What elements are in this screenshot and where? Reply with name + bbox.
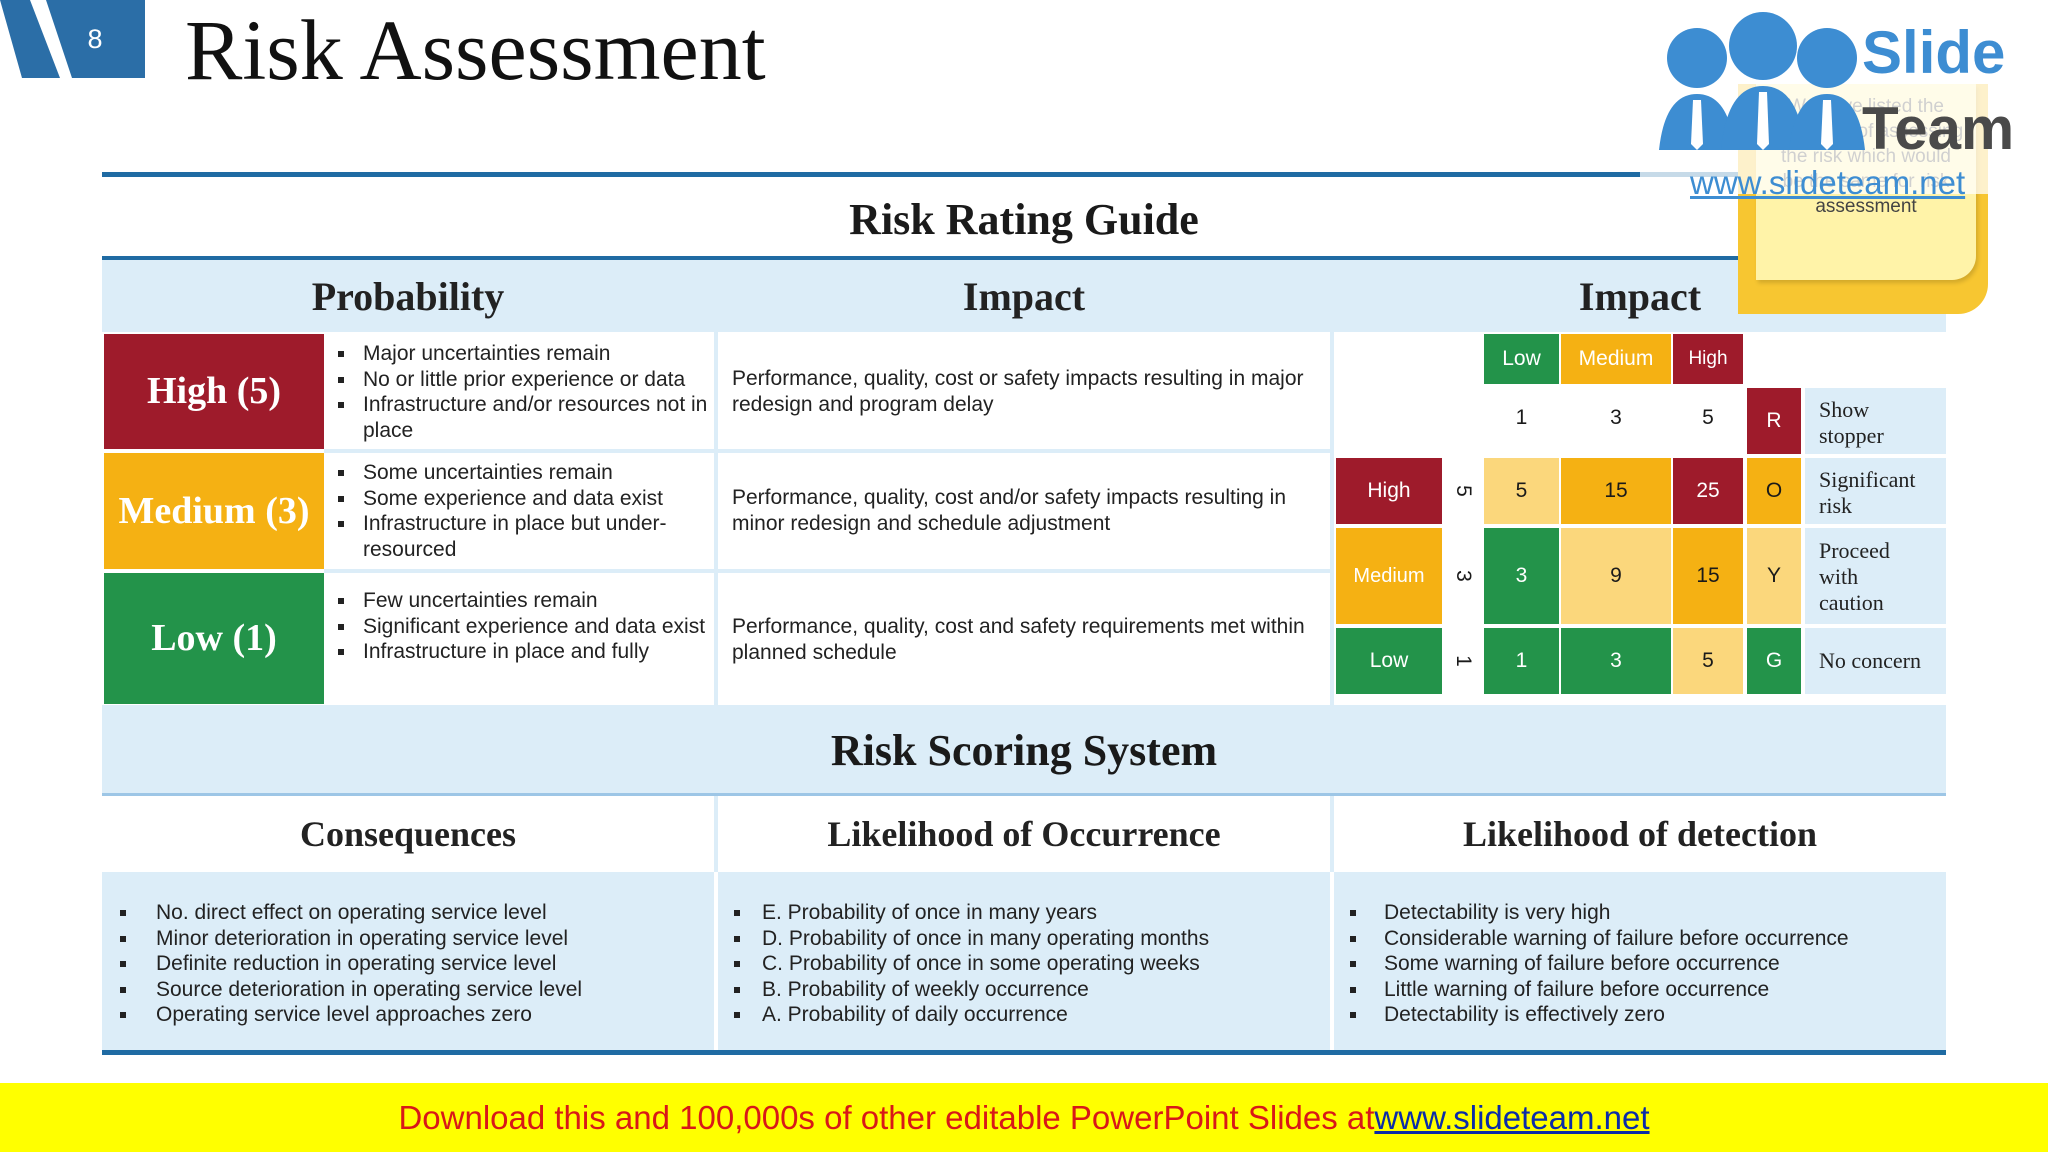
matrix-cell: 9 [1561,528,1671,624]
probability-high-label: High (5) [104,334,324,449]
list-item: A. Probability of daily occurrence [730,1002,1320,1028]
col-divider [1330,872,1334,1052]
detection-list: Detectability is very high Considerable … [1346,900,1936,1028]
list-item: Little warning of failure before occurre… [1346,977,1936,1003]
code-orange: O [1747,458,1801,524]
list-item: Few uncertainties remain [334,588,709,614]
high-bullets: Major uncertainties remain No or little … [334,341,709,443]
code-red: R [1747,388,1801,454]
list-item: E. Probability of once in many years [730,900,1320,926]
matrix-cell: 1 [1484,628,1559,694]
guide-header-row [102,260,1946,332]
impact-score: 1 [1515,406,1528,429]
likelihood-occurrence-header: Likelihood of Occurrence [827,814,1221,854]
matrix-cell: 3 [1561,628,1671,694]
matrix-impact-header: Impact [1578,273,1702,319]
footer-text: Download this and 100,000s of other edit… [398,1098,1375,1136]
matrix-cell: 5 [1484,458,1559,524]
col-divider [1330,260,1334,705]
list-item: Detectability is very high [1346,900,1936,926]
top-rule [102,172,1745,177]
meaning-significant-risk: Significant risk [1819,467,1916,518]
likelihood-score: 3 [1452,570,1475,582]
high-impact-text: Performance, quality, cost or safety imp… [732,367,1304,416]
risk-matrix: Low Medium High 1 3 5 High Medium Low 5 … [1334,332,1946,705]
list-item: Definite reduction in operating service … [116,951,706,977]
scoring-title-rule [102,793,1946,796]
meaning-show-stopper: Show stopper [1819,397,1884,448]
medium-impact-text: Performance, quality, cost and/or safety… [732,486,1287,535]
list-item: Source deterioration in operating servic… [116,977,706,1003]
people-icon [1659,12,1865,150]
matrix-cell: 15 [1561,458,1671,524]
meaning-no-concern: No concern [1819,648,1922,673]
list-item: B. Probability of weekly occurrence [730,977,1320,1003]
likelihood-score: 1 [1452,655,1475,667]
list-item: Some experience and data exist [334,486,709,512]
probability-medium-label: Medium (3) [104,453,324,569]
impact-header: Impact [962,273,1086,319]
row-divider [324,569,1334,573]
medium-bullets: Some uncertainties remain Some experienc… [334,460,709,562]
low-impact-text: Performance, quality, cost and safety re… [732,615,1305,664]
list-item: Major uncertainties remain [334,341,709,367]
logo-url[interactable]: www.slideteam.net [1690,164,1966,201]
list-item: Infrastructure and/or resources not in p… [334,392,709,443]
list-item: Considerable warning of failure before o… [1346,926,1936,952]
likelihood-detection-header: Likelihood of detection [1462,814,1817,854]
list-item: Infrastructure in place but under-resour… [334,511,709,562]
col-divider [714,872,718,1052]
list-item: Some uncertainties remain [334,460,709,486]
matrix-cell: 25 [1673,458,1743,524]
matrix-impact-high: High [1673,334,1743,384]
guide-title-rule [102,256,1946,260]
row-divider [324,449,1334,453]
scoring-body [102,872,1946,1052]
page-title: Risk Assessment [185,2,766,98]
page-number-tab [0,0,145,78]
list-item: No or little prior experience or data [334,367,709,393]
likelihood-score: 5 [1452,485,1475,497]
list-item: D. Probability of once in many operating… [730,926,1320,952]
matrix-cell: 3 [1484,528,1559,624]
logo-team: Team [1862,95,2015,162]
list-item: No. direct effect on operating service l… [116,900,706,926]
page-number: 8 [87,23,103,54]
occurrence-list: E. Probability of once in many years D. … [730,900,1320,1028]
likelihood-medium-label: Medium [1336,528,1442,624]
list-item: Detectability is effectively zero [1346,1002,1936,1028]
code-green: G [1747,628,1801,694]
footer-banner: Download this and 100,000s of other edit… [0,1083,2048,1152]
likelihood-high-label: High [1336,458,1442,524]
guide-title: Risk Rating Guide [849,194,1199,244]
probability-low-label: Low (1) [104,573,324,704]
list-item: Significant experience and data exist [334,614,709,640]
matrix-cell: 5 [1673,628,1743,694]
list-item: Infrastructure in place and fully [334,639,709,665]
footer-link[interactable]: www.slideteam.net [1374,1098,1650,1136]
matrix-impact-low: Low [1484,334,1559,384]
list-item: Some warning of failure before occurrenc… [1346,951,1936,977]
code-yellow: Y [1747,528,1801,624]
low-bullets: Few uncertainties remain Significant exp… [334,588,709,665]
bottom-rule [102,1050,1946,1055]
scoring-title: Risk Scoring System [102,705,1946,795]
list-item: C. Probability of once in some operating… [730,951,1320,977]
matrix-impact-medium: Medium [1561,334,1671,384]
list-item: Operating service level approaches zero [116,1002,706,1028]
logo-slide: Slide [1862,19,2006,86]
list-item: Minor deterioration in operating service… [116,926,706,952]
likelihood-low-label: Low [1336,628,1442,694]
impact-score: 5 [1702,406,1714,429]
impact-score: 3 [1610,406,1622,429]
matrix-cell: 15 [1673,528,1743,624]
meaning-proceed-caution: Proceed with caution [1819,538,1890,615]
probability-header: Probability [311,273,505,319]
col-divider [714,260,718,705]
consequences-header: Consequences [299,814,517,854]
consequences-list: No. direct effect on operating service l… [116,900,706,1028]
